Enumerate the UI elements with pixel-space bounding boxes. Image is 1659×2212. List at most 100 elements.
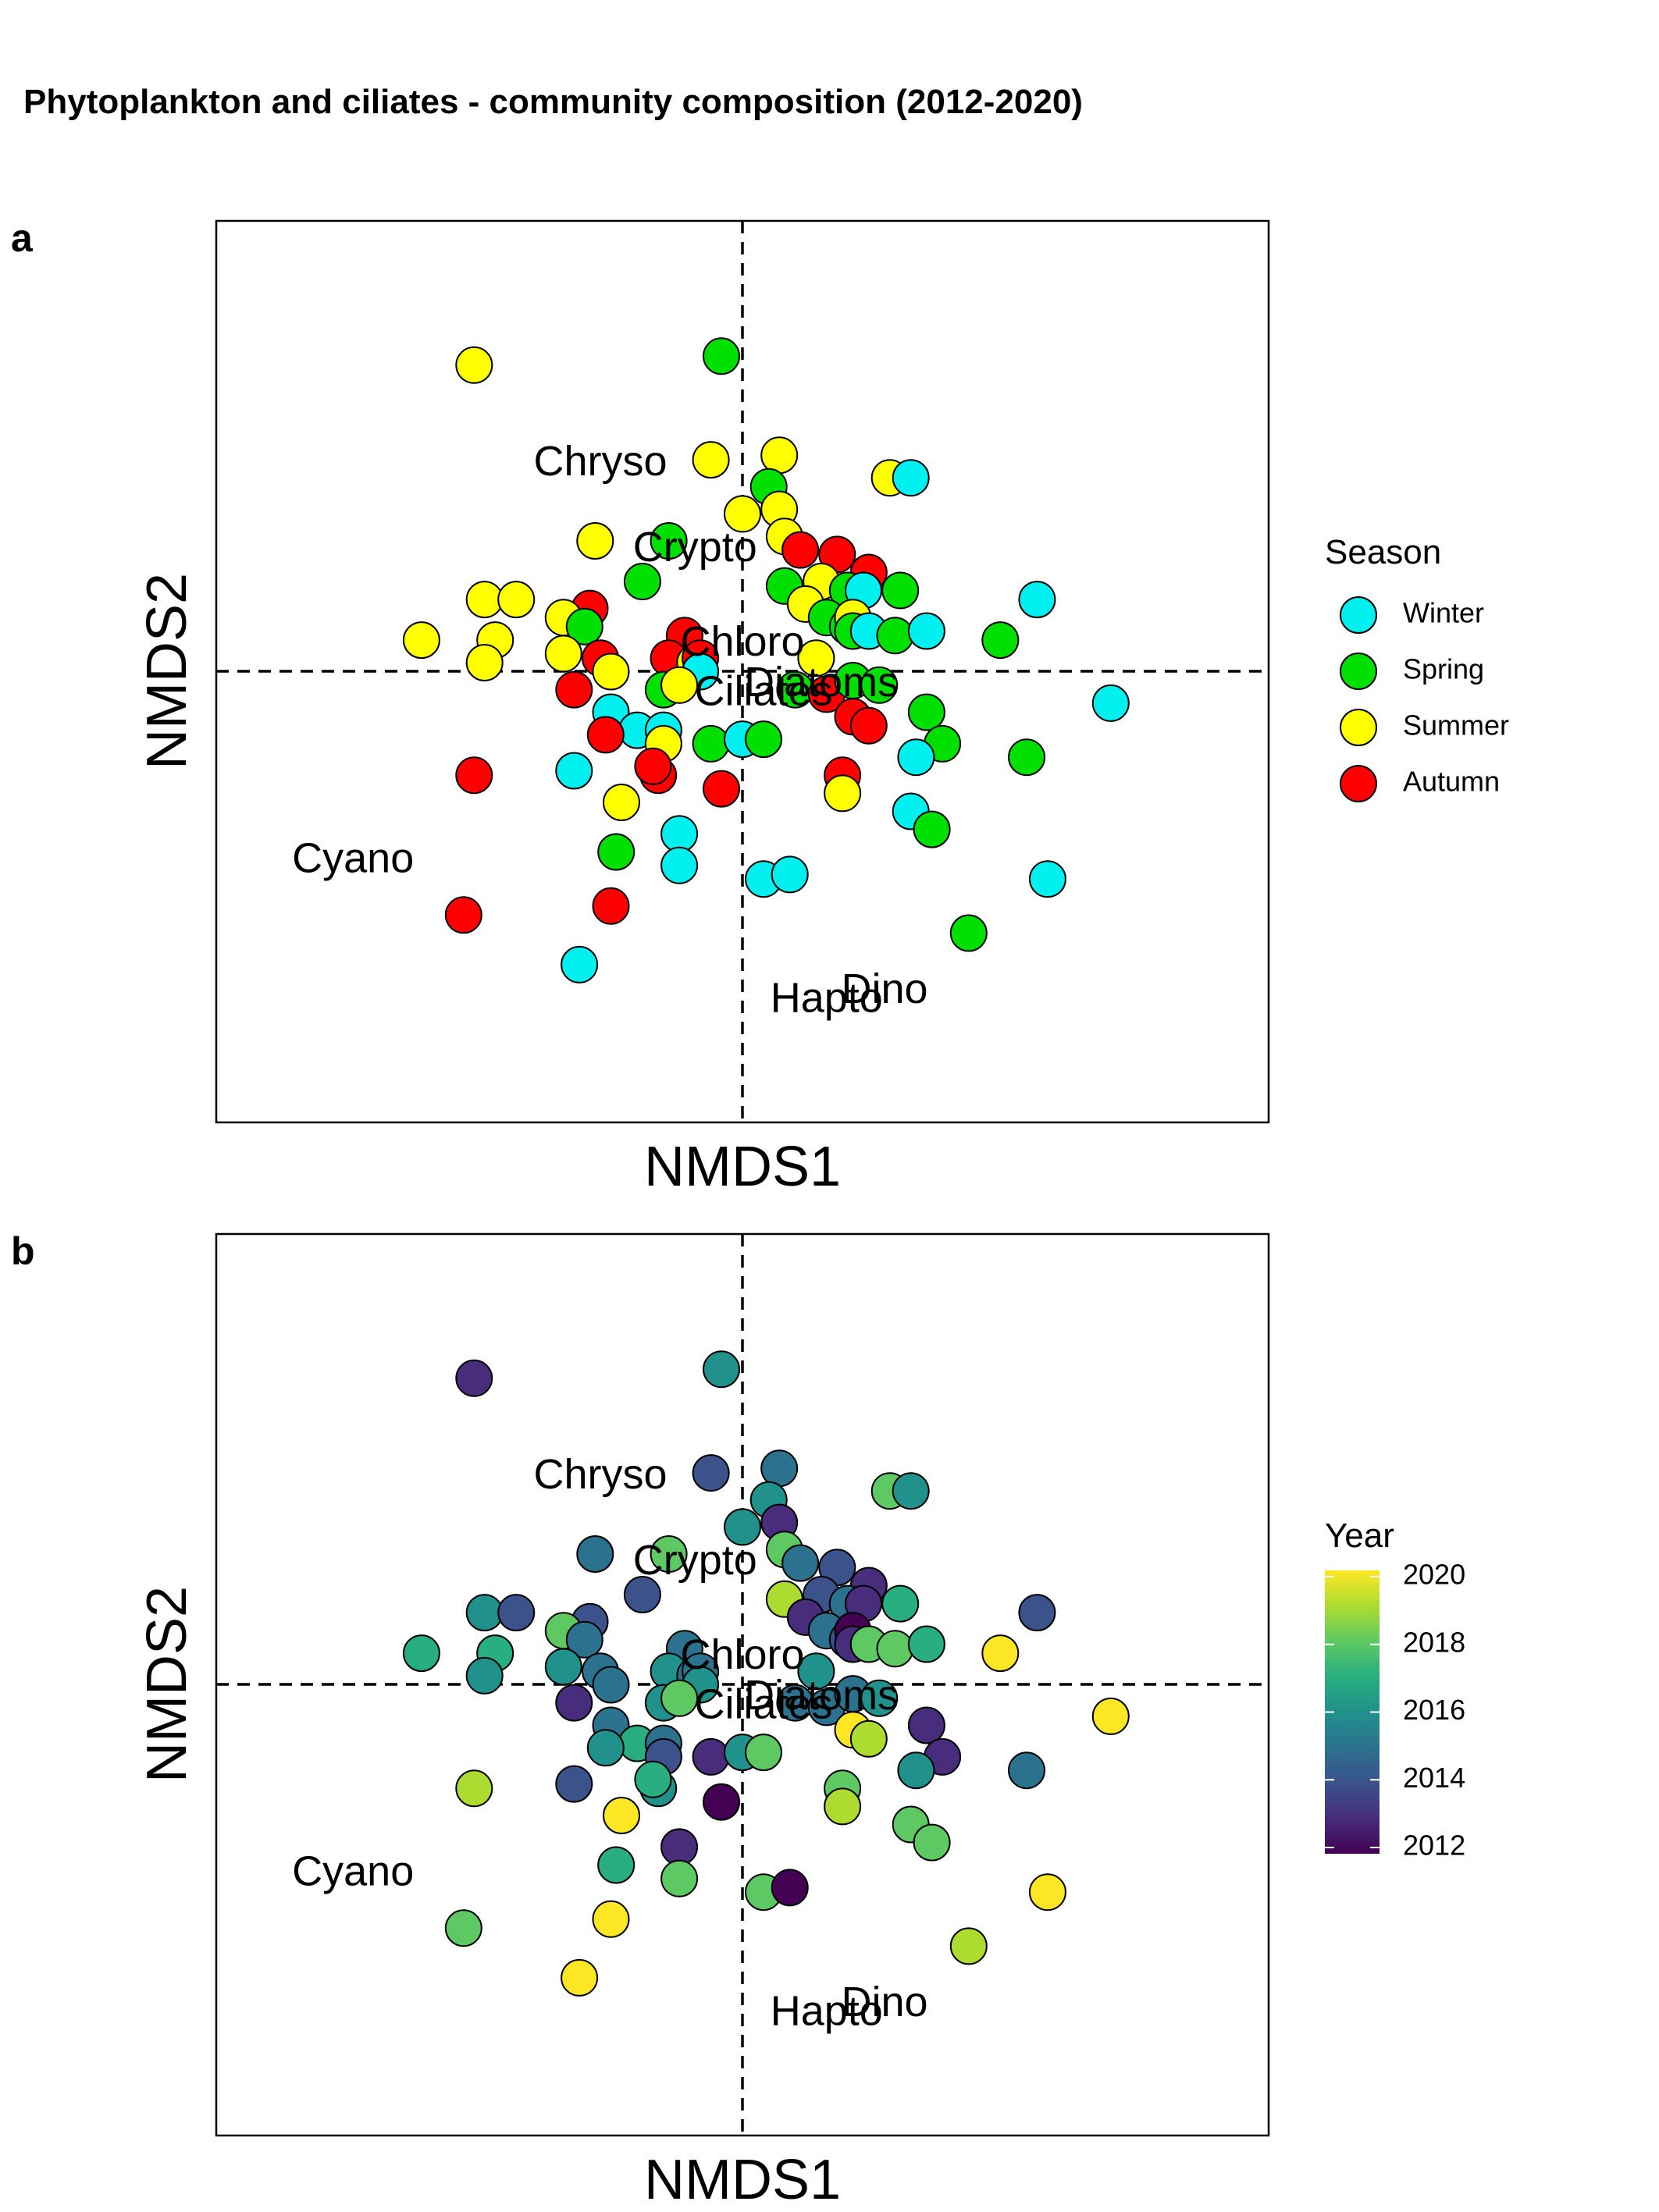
panel-a-point: [981, 621, 1020, 660]
panel-b-point: [544, 1648, 582, 1686]
panel-a-point: [824, 774, 862, 813]
panel-a-point: [703, 337, 740, 375]
panel-a-taxon-label: Diatoms: [744, 659, 899, 706]
panel-a-points: [402, 337, 1130, 983]
panel-a-point: [497, 581, 536, 619]
legend-label-autumn: Autumn: [1403, 766, 1500, 798]
panel-a-point: [881, 571, 920, 610]
panel-a-letter: a: [11, 216, 34, 260]
panel-a-point: [660, 666, 699, 704]
panel-b-y-axis-title: NMDS2: [136, 1586, 198, 1783]
panel-b-taxon-label: Crypto: [633, 1537, 757, 1584]
panel-b-point: [860, 1679, 899, 1717]
panel-a-point: [555, 752, 593, 790]
panel-a-point: [592, 887, 630, 925]
panel-a-point: [692, 724, 730, 763]
panel-b-points: [402, 1350, 1130, 1997]
panel-b-point: [771, 1869, 809, 1907]
panel-b-point: [692, 1737, 730, 1776]
panel-a-point: [544, 635, 582, 673]
panel-a-legend-title: Season: [1325, 533, 1441, 571]
panel-a-point: [1091, 684, 1130, 722]
panel-a-taxon-label: Dino: [841, 966, 927, 1012]
legend-label-winter: Winter: [1403, 597, 1484, 629]
panel-a-point: [1018, 581, 1056, 619]
panel-b-point: [497, 1594, 536, 1632]
panel-b-point: [634, 1760, 672, 1798]
panel-a-point: [455, 346, 493, 384]
panel-a-point: [623, 563, 661, 600]
panel-b-point: [455, 1359, 493, 1397]
panel-a-point: [402, 621, 440, 660]
panel-a-point: [565, 607, 603, 645]
panel-b-legend: Year 2020 2018 2016 2014 2012: [1325, 1517, 1465, 1862]
panel-a-point: [444, 896, 482, 934]
panel-a-point: [603, 784, 640, 821]
panel-b-taxon-label: Ciliates: [694, 1681, 832, 1728]
legend-key-spring: [1340, 653, 1377, 690]
legend-label-summer: Summer: [1403, 709, 1509, 741]
panel-b-point: [465, 1594, 504, 1632]
panel-a-point: [703, 770, 740, 808]
panel-a-point: [897, 738, 935, 777]
panel-a-point: [465, 581, 504, 619]
panel-b-letter: b: [11, 1229, 35, 1273]
panel-b-point: [586, 1729, 625, 1767]
panel-b-point: [892, 1472, 930, 1510]
colorbar-tick-label: 2018: [1403, 1626, 1465, 1658]
panel-b-point: [1018, 1594, 1056, 1632]
panel-a-point: [949, 914, 988, 952]
panel-b-point: [913, 1823, 951, 1862]
panel-b-point: [824, 1787, 862, 1826]
colorbar-tick-label: 2016: [1403, 1694, 1465, 1726]
panel-a-point: [597, 833, 635, 871]
panel-a-point: [660, 846, 699, 884]
colorbar-tick-label: 2020: [1403, 1559, 1465, 1591]
panel-a-point: [634, 747, 672, 785]
panel-b-point: [576, 1535, 614, 1573]
panel-a-point: [592, 653, 630, 691]
panel-a-x-axis-title: NMDS1: [644, 1136, 841, 1198]
panel-a-point: [907, 693, 945, 731]
panel-b-point: [660, 1828, 699, 1866]
panel-a-point: [781, 531, 820, 569]
panel-a-point: [913, 810, 951, 848]
panel-a-point: [650, 522, 688, 560]
panel-a-point: [692, 441, 730, 479]
legend-key-summer: [1340, 709, 1377, 746]
legend-key-winter: [1340, 596, 1377, 634]
panel-a-point: [555, 670, 593, 709]
panel-b-taxon-label: Cyano: [292, 1847, 414, 1894]
panel-b-point: [592, 1666, 630, 1704]
panel-b-taxon-label: Chloro: [680, 1631, 804, 1678]
figure-title: Phytoplankton and ciliates - community c…: [23, 83, 1083, 121]
panel-b-point: [597, 1846, 635, 1884]
panel-b-point: [444, 1909, 482, 1947]
panel-b-point: [797, 1652, 835, 1691]
legend-key-autumn: [1340, 765, 1377, 802]
panel-a-point: [907, 612, 945, 650]
panel-b-point: [565, 1620, 603, 1659]
panel-b-point: [703, 1350, 740, 1389]
panel-b-point: [555, 1684, 593, 1722]
panel-a-point: [760, 436, 799, 475]
panel-b-point: [781, 1544, 820, 1582]
panel-b-point: [561, 1958, 599, 1997]
panel-b-point: [623, 1576, 661, 1613]
panel-b-point: [402, 1634, 440, 1673]
panel-a-point: [576, 522, 614, 560]
panel-b-taxon-label: Chryso: [533, 1451, 667, 1498]
panel-a-taxon-label: Chryso: [533, 438, 667, 485]
panel-a-legend: Season Winter Spring Summer Autumn: [1325, 533, 1509, 802]
panel-b-point: [949, 1927, 988, 1965]
panel-b-point: [724, 1508, 761, 1546]
panel-b-point: [455, 1769, 493, 1808]
colorbar-tick-label: 2014: [1403, 1762, 1465, 1794]
panel-a-point: [797, 639, 835, 677]
panel-a-point: [849, 706, 888, 745]
panel-b-point: [660, 1679, 699, 1717]
panel-b-point: [650, 1535, 688, 1573]
panel-a-legend-items: Winter Spring Summer Autumn: [1340, 596, 1509, 802]
